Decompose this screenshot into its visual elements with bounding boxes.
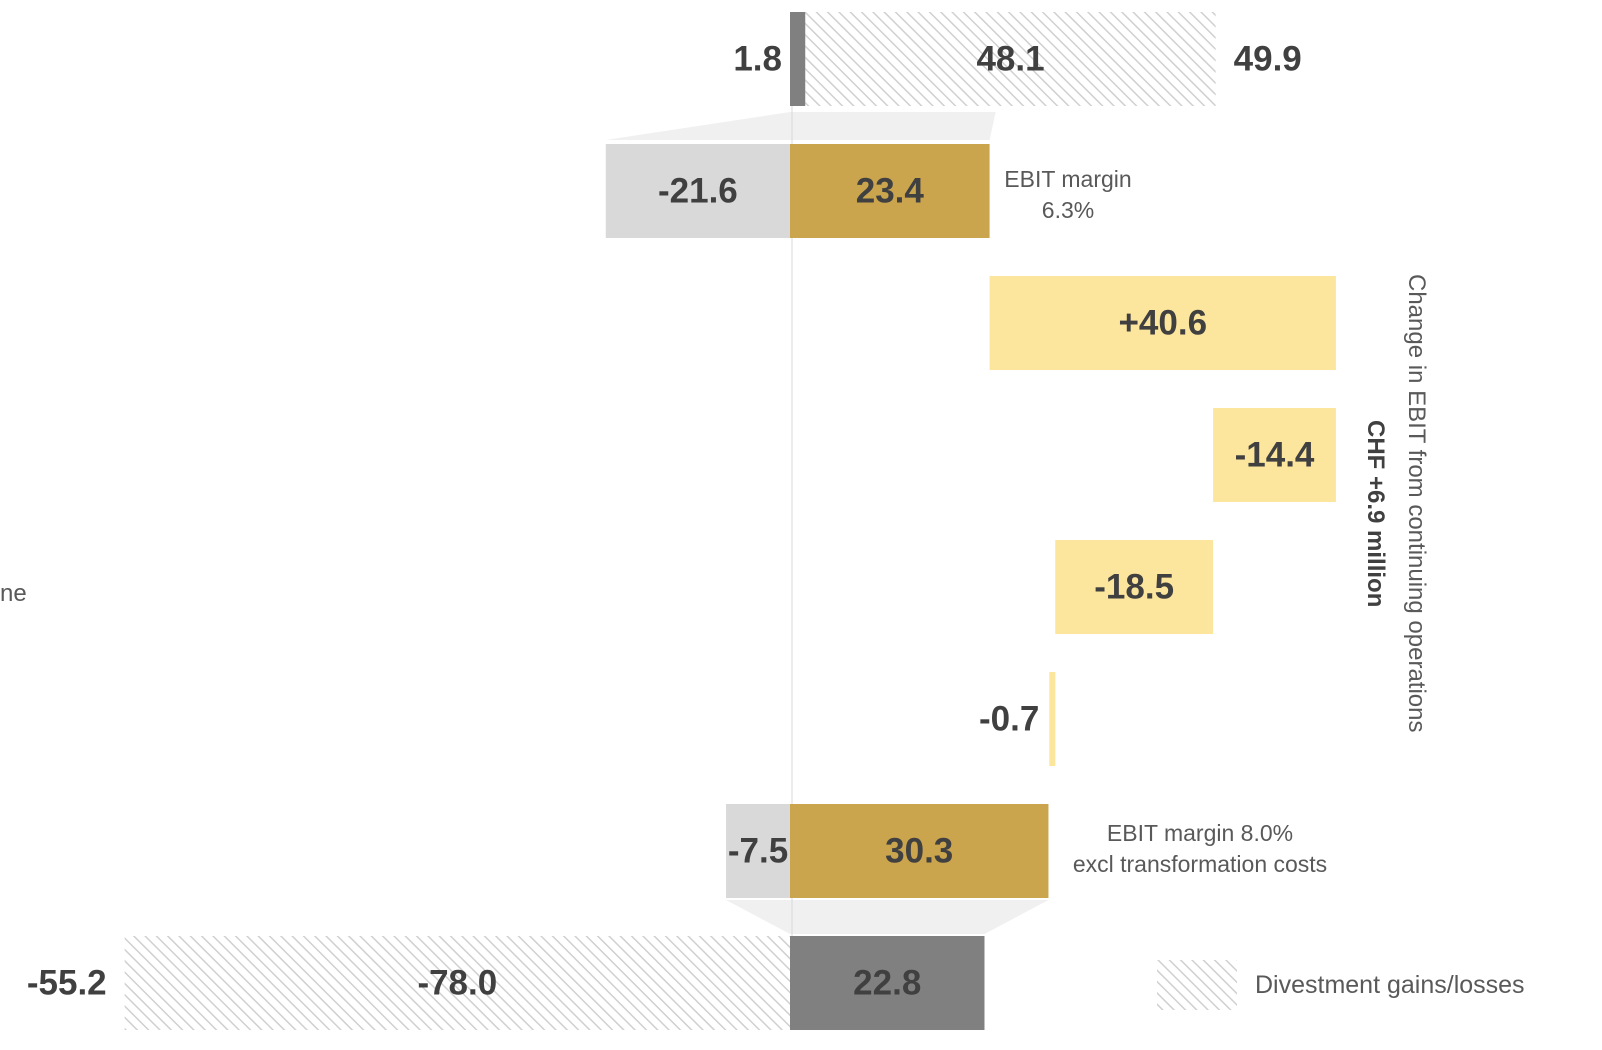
ebit-margin-note-1-line1: EBIT margin [1004, 166, 1132, 192]
ebit-2-bar-light-gray [726, 804, 790, 898]
bridge-2-label: -14.4 [1235, 435, 1315, 474]
top-bar-hatch [805, 12, 1216, 106]
bridge-3-bar [1055, 540, 1214, 634]
ebit-1-bar-light-gray [605, 144, 790, 238]
bridge-3-label: -18.5 [1094, 567, 1174, 606]
bottom-label-dark: 22.8 [853, 963, 921, 1002]
bridge-4-bar [1049, 672, 1056, 766]
top-label-dark: 1.8 [733, 39, 782, 78]
bridge-4-label: -0.7 [979, 699, 1039, 738]
legend: Divestment gains/losses [1157, 960, 1525, 1010]
cut-off-text: ne [0, 580, 27, 607]
ebit-change-value: CHF +6.9 million [1362, 420, 1389, 608]
ebit-1-bar-gold [790, 144, 990, 238]
top-total-label: 49.9 [1234, 39, 1302, 78]
bridge-2-bar [1213, 408, 1336, 502]
ebit-margin-note-2-line1: EBIT margin 8.0% [1106, 820, 1294, 846]
ebit-margin-note-1-line2: 6.3% [1041, 197, 1095, 223]
bottom-bar-hatch [124, 936, 790, 1030]
legend-label: Divestment gains/losses [1255, 970, 1525, 999]
funnel-bottom [726, 900, 1049, 934]
ebit-1-label-light-gray: -21.6 [658, 171, 738, 210]
legend-hatch-swatch [1157, 960, 1237, 1010]
ebit-change-caption: Change in EBIT from continuing operation… [1403, 274, 1430, 733]
ebit-margin-note-2-line2: excl transformation costs [1072, 851, 1328, 877]
top-label-hatch: 48.1 [976, 39, 1044, 78]
ebit-margin-note-1: EBIT margin 6.3% [998, 164, 1138, 226]
funnel-top [605, 112, 996, 140]
ebit-2-bar-gold [790, 804, 1049, 898]
top-bar-dark [790, 12, 806, 106]
ebit-2-label-gold: 30.3 [885, 831, 953, 870]
bottom-label-hatch: -78.0 [417, 963, 497, 1002]
bridge-1-bar [989, 276, 1336, 370]
bottom-bar-dark [790, 936, 985, 1030]
ebit-2-label-light-gray: -7.5 [728, 831, 788, 870]
bridge-1-label: +40.6 [1118, 303, 1207, 342]
ebit-margin-note-2: EBIT margin 8.0% excl transformation cos… [1055, 818, 1345, 880]
bottom-total-label: -55.2 [27, 963, 107, 1002]
ebit-1-label-gold: 23.4 [856, 171, 925, 210]
